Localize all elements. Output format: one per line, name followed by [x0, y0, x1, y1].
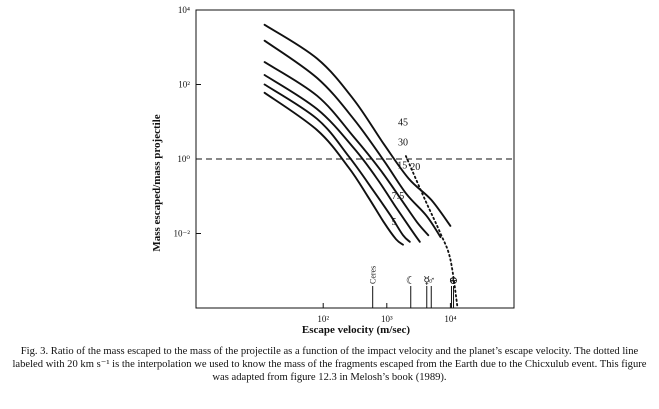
figure-caption: Fig. 3. Ratio of the mass escaped to the… [12, 346, 647, 383]
body-markers: Ceres ☾ ☿♂ ♀⊕ [369, 266, 458, 308]
curve-label: 7.5 [392, 191, 405, 202]
body-marker-symbol: ☿ [423, 275, 430, 287]
series-line [405, 155, 459, 309]
y-tick-label: 10⁰ [177, 154, 190, 164]
chart: 10⁴ 10² 10⁰ 10⁻² 10² 10³ 10⁴ 45 30 15 20 7.5 5 Cere… [151, 5, 515, 336]
body-marker-symbol: ☾ [406, 275, 416, 287]
annotations: 45 30 15 20 7.5 5 [392, 117, 421, 228]
curve-label: 20 [410, 162, 420, 173]
x-axis-label: Escape velocity (m/sec) [302, 324, 410, 336]
axes: 10⁴ 10² 10⁰ 10⁻² 10² 10³ 10⁴ [174, 5, 515, 324]
series-line [263, 61, 430, 237]
series-line [263, 39, 442, 239]
body-marker-label: Ceres [369, 266, 378, 284]
series-line [263, 91, 404, 246]
body-marker-symbol: ♀ [447, 275, 455, 287]
series-group [263, 23, 459, 309]
body-marker-symbol: ⊕ [449, 275, 458, 287]
y-tick-label: 10⁻² [174, 229, 191, 239]
series-line [263, 74, 421, 243]
x-tick-label: 10⁴ [444, 314, 456, 324]
x-tick-label: 10² [317, 314, 329, 324]
x-tick-label: 10³ [381, 314, 393, 324]
body-marker-symbol: ♂ [427, 275, 435, 287]
y-tick-label: 10² [178, 80, 190, 90]
curve-label: 5 [392, 217, 397, 228]
series-line [263, 23, 452, 227]
curve-label: 45 [398, 117, 408, 128]
curve-label: 30 [398, 138, 408, 149]
series-line [263, 83, 411, 243]
y-axis-label: Mass escaped/mass projectile [151, 114, 163, 251]
y-tick-label: 10⁴ [178, 5, 190, 15]
curve-label: 15 [397, 161, 407, 172]
